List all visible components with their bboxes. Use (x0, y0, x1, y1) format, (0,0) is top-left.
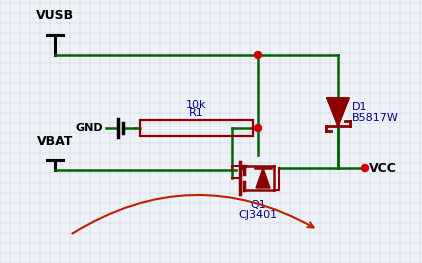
Circle shape (254, 124, 262, 132)
Bar (140, 120, 253, 136)
Text: CJ3401: CJ3401 (238, 210, 278, 220)
Polygon shape (327, 98, 349, 126)
Text: 10k: 10k (186, 100, 207, 110)
Text: D1: D1 (352, 102, 368, 112)
Text: GND: GND (76, 123, 103, 133)
Text: VCC: VCC (369, 161, 397, 174)
Text: VBAT: VBAT (37, 135, 73, 148)
Text: B5817W: B5817W (352, 113, 399, 123)
Polygon shape (256, 168, 270, 188)
Circle shape (254, 52, 262, 58)
Text: R1: R1 (189, 108, 204, 118)
Text: VUSB: VUSB (36, 9, 74, 22)
Text: Q1: Q1 (250, 200, 266, 210)
Circle shape (362, 164, 368, 171)
